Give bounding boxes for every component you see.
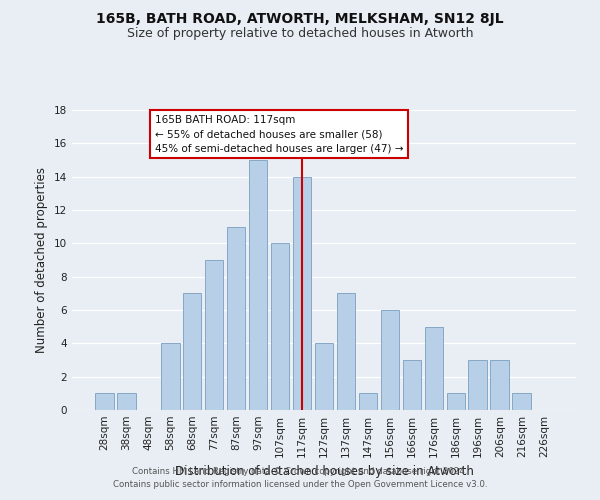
Bar	[380, 310, 399, 410]
Bar	[161, 344, 179, 410]
Bar	[425, 326, 443, 410]
Bar	[271, 244, 289, 410]
Bar	[490, 360, 509, 410]
Bar	[337, 294, 355, 410]
Bar	[512, 394, 531, 410]
X-axis label: Distribution of detached houses by size in Atworth: Distribution of detached houses by size …	[175, 466, 473, 478]
Bar	[403, 360, 421, 410]
Bar	[469, 360, 487, 410]
Bar	[359, 394, 377, 410]
Bar	[183, 294, 202, 410]
Bar	[249, 160, 268, 410]
Bar	[227, 226, 245, 410]
Bar	[117, 394, 136, 410]
Bar	[446, 394, 465, 410]
Bar	[314, 344, 334, 410]
Text: Contains public sector information licensed under the Open Government Licence v3: Contains public sector information licen…	[113, 480, 487, 489]
Text: 165B BATH ROAD: 117sqm
← 55% of detached houses are smaller (58)
45% of semi-det: 165B BATH ROAD: 117sqm ← 55% of detached…	[155, 115, 403, 154]
Y-axis label: Number of detached properties: Number of detached properties	[35, 167, 49, 353]
Bar	[95, 394, 113, 410]
Text: Size of property relative to detached houses in Atworth: Size of property relative to detached ho…	[127, 28, 473, 40]
Text: 165B, BATH ROAD, ATWORTH, MELKSHAM, SN12 8JL: 165B, BATH ROAD, ATWORTH, MELKSHAM, SN12…	[96, 12, 504, 26]
Text: Contains HM Land Registry data © Crown copyright and database right 2024.: Contains HM Land Registry data © Crown c…	[132, 467, 468, 476]
Bar	[205, 260, 223, 410]
Bar	[293, 176, 311, 410]
